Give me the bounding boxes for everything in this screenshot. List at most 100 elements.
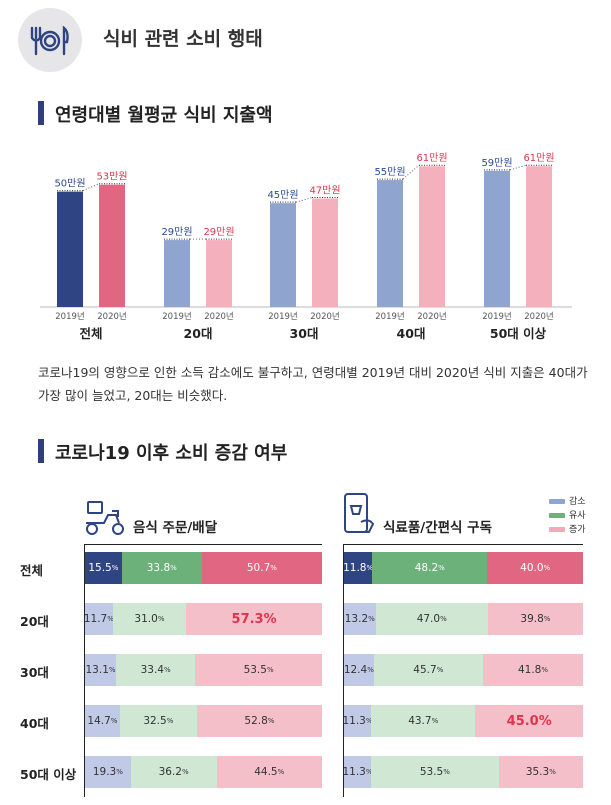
category-label-1: 20대	[184, 326, 213, 341]
percent-sign: %	[270, 564, 277, 572]
legend: 감소 유사 증가	[549, 494, 586, 536]
chart2-top-rule	[84, 544, 322, 545]
segment-value: 11.8	[343, 562, 367, 574]
percent-sign: %	[366, 564, 374, 572]
value-label-2020-3: 61만원	[416, 152, 447, 164]
percent-sign: %	[436, 666, 444, 674]
legend-item-same: 유사	[549, 508, 586, 522]
row-label-3: 40대	[20, 716, 49, 731]
grocery-seg-감소-0: 11.8%	[343, 552, 374, 584]
segment-value: 40.0	[520, 562, 544, 574]
percent-sign: %	[263, 611, 277, 627]
grocery-seg-유사-0: 48.2%	[372, 552, 488, 584]
chart2-axis	[84, 545, 85, 797]
value-label-2019-4: 59만원	[481, 157, 512, 169]
year-label-2019-3: 2019년	[375, 311, 404, 322]
grocery-stack-row-3: 11.3% 43.7% 45.0%	[342, 705, 583, 737]
year-label-2020-3: 2020년	[417, 311, 446, 322]
year-label-2019-1: 2019년	[162, 311, 191, 322]
grocery-seg-감소-1: 13.2%	[344, 603, 376, 635]
section1-marker	[38, 101, 44, 125]
percent-sign: %	[108, 666, 116, 674]
phone-groceries-icon	[341, 492, 377, 538]
percent-sign: %	[166, 717, 174, 725]
segment-value: 13.1	[85, 664, 109, 676]
delivery-stack-row-2: 13.1% 33.4% 53.5%	[85, 654, 322, 686]
percent-sign: %	[111, 564, 119, 572]
section2-title: 코로나19 이후 소비 증감 여부	[55, 443, 288, 464]
grocery-seg-유사-1: 47.0%	[375, 603, 488, 635]
bar-2020-1	[206, 240, 232, 307]
delivery-seg-유사-2: 33.4%	[116, 654, 196, 686]
bar-2020-3	[419, 166, 445, 307]
segment-value: 35.3	[525, 766, 550, 778]
percent-sign: %	[277, 768, 285, 776]
percent-sign: %	[543, 564, 551, 572]
segment-value: 48.2	[414, 562, 439, 574]
value-label-2020-0: 53만원	[96, 171, 127, 183]
year-label-2019-4: 2019년	[482, 311, 511, 322]
segment-value: 39.8	[520, 613, 544, 625]
segment-value: 52.8	[244, 715, 268, 727]
segment-value: 33.8	[146, 562, 171, 574]
grocery-seg-증가-0: 40.0%	[487, 552, 583, 584]
delivery-seg-감소-4: 19.3%	[85, 756, 131, 788]
category-label-0: 전체	[79, 326, 102, 341]
year-label-2020-2: 2020년	[310, 311, 339, 322]
delivery-seg-감소-2: 13.1%	[85, 654, 117, 686]
chart2-title: 음식 주문/배달	[133, 520, 218, 536]
segment-value: 45.0	[506, 713, 539, 729]
percent-sign: %	[110, 717, 118, 725]
segment-value: 13.2	[344, 613, 369, 625]
grocery-seg-감소-4: 11.3%	[342, 756, 373, 788]
bar-2020-2	[312, 198, 338, 307]
bar-2019-4	[484, 170, 510, 307]
segment-value: 11.3	[342, 715, 366, 727]
segment-value: 57.3	[231, 611, 264, 627]
grocery-seg-유사-4: 53.5%	[370, 756, 499, 788]
segment-value: 19.3	[92, 766, 117, 778]
value-label-2020-4: 61만원	[523, 152, 554, 164]
legend-item-increase: 증가	[549, 522, 586, 536]
page-title: 식비 관련 소비 행태	[103, 28, 263, 50]
delivery-seg-유사-1: 31.0%	[112, 603, 187, 635]
segment-value: 31.0	[134, 613, 158, 625]
percent-sign: %	[365, 768, 373, 776]
bar-2019-2	[270, 203, 296, 307]
value-label-2019-1: 29만원	[161, 226, 192, 238]
segment-value: 50.7	[246, 562, 271, 574]
grocery-seg-유사-3: 43.7%	[371, 705, 476, 737]
percent-sign: %	[365, 717, 373, 725]
row-label-2: 30대	[20, 665, 49, 680]
delivery-seg-증가-1: 57.3%	[186, 603, 322, 635]
percent-sign: %	[541, 666, 548, 674]
bar-2019-3	[377, 180, 403, 307]
year-label-2020-4: 2020년	[524, 311, 553, 322]
segment-value: 53.5	[243, 664, 267, 676]
section1-title: 연령대별 월평균 식비 지출액	[55, 105, 273, 126]
segment-value: 45.7	[413, 664, 437, 676]
segment-value: 43.7	[408, 715, 432, 727]
header-icon-circle	[18, 8, 82, 72]
percent-sign: %	[267, 717, 275, 725]
category-label-4: 50대 이상	[490, 326, 547, 341]
segment-value: 11.7	[83, 613, 108, 625]
percent-sign: %	[367, 666, 374, 674]
value-label-2019-3: 55만원	[374, 166, 405, 178]
delivery-stack-row-1: 11.7% 31.0% 57.3%	[83, 603, 322, 635]
delivery-seg-증가-0: 50.7%	[201, 552, 322, 584]
legend-item-decrease: 감소	[549, 494, 586, 508]
segment-value: 12.4	[343, 664, 368, 676]
segment-value: 14.7	[87, 715, 111, 727]
year-label-2019-0: 2019년	[55, 311, 84, 322]
percent-sign: %	[266, 666, 274, 674]
delivery-seg-증가-4: 44.5%	[216, 756, 322, 788]
grocery-seg-증가-3: 45.0%	[475, 705, 583, 737]
year-label-2020-1: 2020년	[204, 311, 233, 322]
grocery-stack-row-1: 13.2% 47.0% 39.8%	[344, 603, 583, 635]
row-label-1: 20대	[20, 614, 49, 629]
percent-sign: %	[549, 768, 556, 776]
percent-sign: %	[443, 768, 450, 776]
category-label-2: 30대	[290, 326, 319, 341]
percent-sign: %	[438, 564, 445, 572]
